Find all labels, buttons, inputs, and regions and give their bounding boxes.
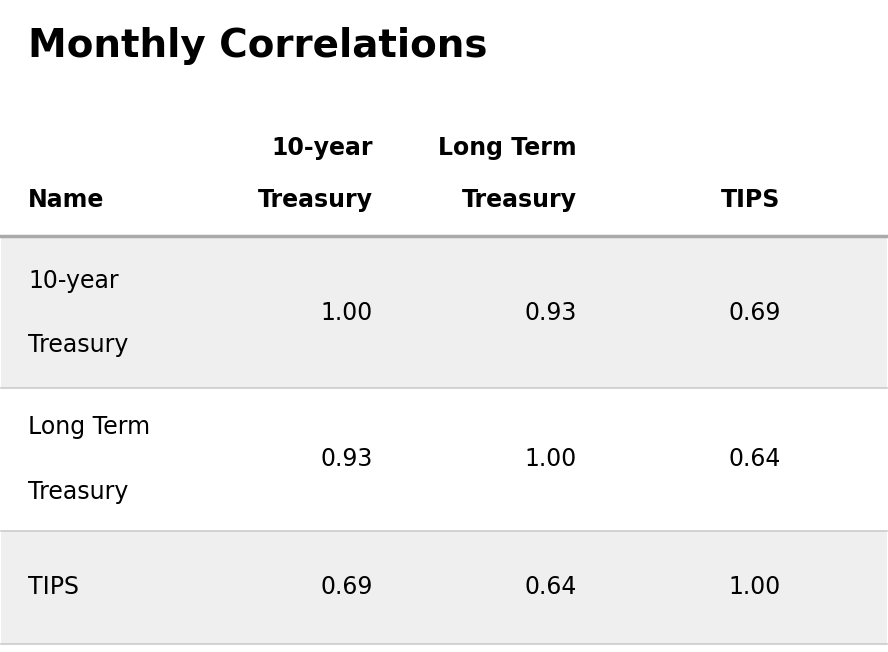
Text: TIPS: TIPS [28, 575, 79, 599]
Bar [2, 388, 886, 531]
Text: Treasury: Treasury [462, 188, 577, 213]
Text: 0.93: 0.93 [525, 301, 577, 325]
Text: Long Term: Long Term [438, 136, 577, 160]
Bar [2, 239, 886, 388]
Text: 1.00: 1.00 [525, 447, 577, 471]
Text: 1.00: 1.00 [728, 575, 781, 599]
Text: 0.69: 0.69 [321, 575, 373, 599]
Text: Name: Name [28, 188, 104, 213]
Text: Treasury: Treasury [28, 333, 129, 357]
Text: 0.69: 0.69 [728, 301, 781, 325]
Text: 10-year: 10-year [28, 269, 119, 293]
Text: Treasury: Treasury [28, 480, 129, 503]
Bar [2, 531, 886, 644]
Text: 0.93: 0.93 [321, 447, 373, 471]
Text: 10-year: 10-year [272, 136, 373, 160]
Text: 0.64: 0.64 [728, 447, 781, 471]
Text: Long Term: Long Term [28, 415, 150, 439]
Text: 1.00: 1.00 [321, 301, 373, 325]
Text: Treasury: Treasury [258, 188, 373, 213]
Text: TIPS: TIPS [721, 188, 781, 213]
Text: Monthly Correlations: Monthly Correlations [28, 27, 488, 65]
Text: 0.64: 0.64 [525, 575, 577, 599]
